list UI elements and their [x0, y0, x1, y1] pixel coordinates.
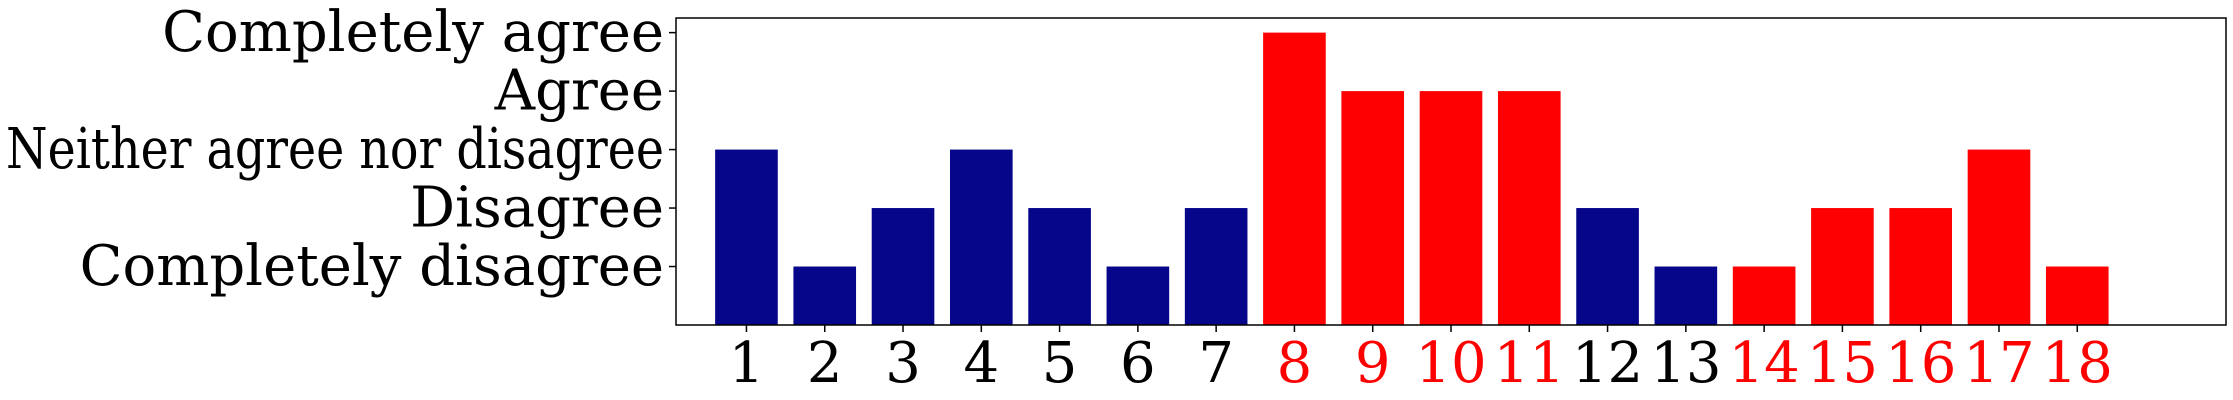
x-axis: 1 2 3 4 5 6 7 8 9 10 11 12 13 14 15 16 17 18	[729, 325, 2113, 396]
x-tick-label: 7	[1198, 331, 1234, 396]
bar-16	[1889, 208, 1953, 325]
bar-2	[793, 266, 857, 325]
x-tick-label: 16	[1885, 331, 1956, 396]
bar-6	[1106, 266, 1170, 325]
bar-3	[871, 208, 935, 325]
bar-10	[1419, 91, 1483, 325]
bar-11	[1497, 91, 1561, 325]
x-tick-label: 5	[1042, 331, 1078, 396]
bar-13	[1654, 266, 1718, 325]
x-tick-label: 14	[1728, 331, 1799, 396]
bars-group	[715, 32, 2109, 325]
y-tick-label: Completely agree	[162, 0, 664, 65]
bar-17	[1967, 149, 2031, 325]
x-tick-label: 8	[1277, 331, 1313, 396]
bar-7	[1184, 208, 1248, 325]
x-tick-label: 3	[885, 331, 921, 396]
x-tick-label: 18	[2042, 331, 2113, 396]
bar-9	[1341, 91, 1405, 325]
bar-15	[1811, 208, 1874, 325]
x-tick-label: 17	[1963, 331, 2034, 396]
y-tick-label: Completely disagree	[80, 234, 664, 299]
x-tick-label: 2	[807, 331, 843, 396]
x-tick-label: 9	[1355, 331, 1391, 396]
bar-12	[1576, 208, 1639, 325]
y-tick-label: Neither agree nor disagree	[6, 117, 664, 182]
plot-frame	[675, 17, 2227, 326]
bar-5	[1028, 208, 1091, 325]
x-tick-label: 13	[1650, 331, 1721, 396]
bar-4	[949, 149, 1013, 325]
x-tick-label: 6	[1120, 331, 1156, 396]
x-tick-label: 12	[1572, 331, 1643, 396]
x-tick-label: 15	[1807, 331, 1878, 396]
x-tick-label: 10	[1415, 331, 1486, 396]
x-tick-label: 11	[1494, 331, 1565, 396]
bar-18	[2045, 266, 2109, 325]
x-tick-label: 1	[729, 331, 765, 396]
bar-1	[715, 149, 778, 325]
y-tick-label: Disagree	[410, 176, 664, 241]
y-tick-label: Agree	[494, 59, 664, 124]
bar-14	[1732, 266, 1796, 325]
bar-8	[1263, 32, 1326, 325]
x-tick-label: 4	[963, 331, 999, 396]
